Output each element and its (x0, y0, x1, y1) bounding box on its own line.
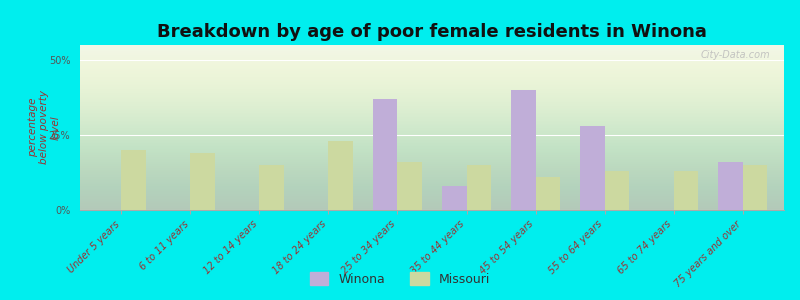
Y-axis label: percentage
below poverty
level: percentage below poverty level (28, 91, 61, 164)
Bar (398, 162, 422, 210)
Bar (466, 165, 490, 210)
Bar (511, 90, 535, 210)
Bar (329, 141, 353, 210)
Bar (718, 162, 742, 210)
Text: City-Data.com: City-Data.com (700, 50, 770, 60)
Bar (674, 171, 698, 210)
Legend: Winona, Missouri: Winona, Missouri (305, 267, 495, 291)
Bar (259, 165, 284, 210)
Bar (535, 177, 560, 210)
Title: Breakdown by age of poor female residents in Winona: Breakdown by age of poor female resident… (157, 23, 707, 41)
Bar (374, 99, 398, 210)
Bar (442, 186, 466, 210)
Bar (190, 153, 214, 210)
Bar (122, 150, 146, 210)
Bar (742, 165, 766, 210)
Bar (580, 126, 605, 210)
Bar (605, 171, 629, 210)
